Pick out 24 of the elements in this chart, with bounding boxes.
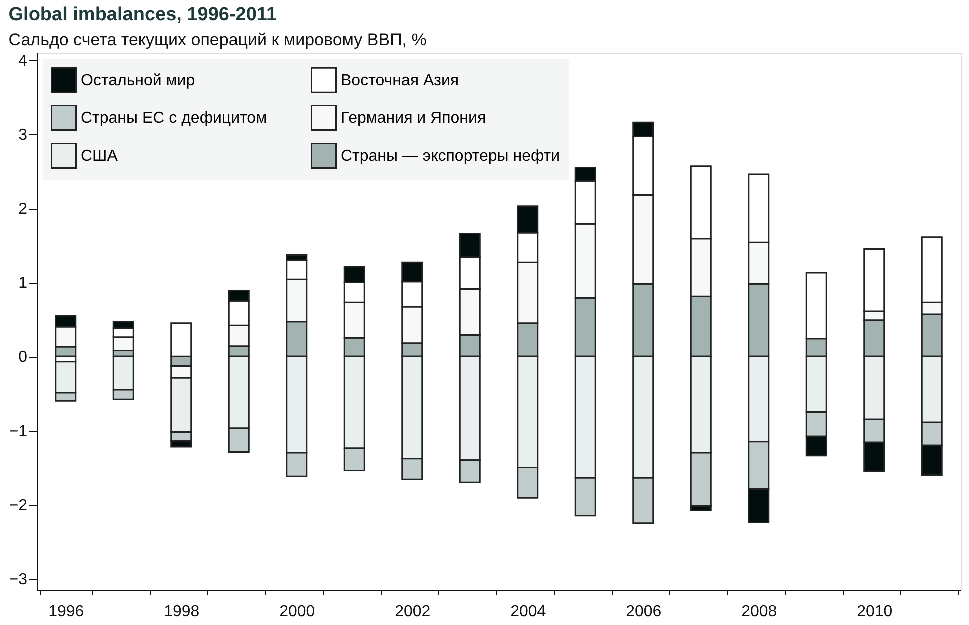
legend-label: Восточная Азия <box>341 72 460 90</box>
x-tick-label: 1998 <box>164 604 200 620</box>
legend-label: Германия и Япония <box>341 110 486 127</box>
x-tick-label: 2008 <box>742 604 778 620</box>
y-tick-label: −1 <box>9 423 28 440</box>
x-tick-label: 2004 <box>510 604 546 620</box>
y-tick-label: 1 <box>18 275 28 292</box>
y-tick-label: 0 <box>18 349 28 366</box>
chart-subtitle: Сальдо счета текущих операций к мировому ВВП, % <box>8 30 427 50</box>
y-tick-label: −2 <box>9 497 28 514</box>
legend-label: Остальной мир <box>81 72 196 90</box>
x-tick-label: 2002 <box>395 604 431 620</box>
y-tick-label: 2 <box>18 201 28 218</box>
legend-label: Страны ЕС с дефицитом <box>81 110 268 127</box>
y-tick-label: −3 <box>9 571 28 588</box>
legend-label: США <box>81 148 118 165</box>
y-tick-label: 3 <box>18 126 28 144</box>
chart-title: Global imbalances, 1996-2011 <box>8 4 278 26</box>
y-tick-label: 4 <box>18 52 28 70</box>
legend-label: Страны — экспортеры нефти <box>341 148 560 165</box>
x-tick-label: 1996 <box>48 604 84 620</box>
x-tick-label: 2010 <box>857 604 893 620</box>
x-tick-label: 2006 <box>626 604 662 620</box>
x-tick-label: 2000 <box>280 604 316 620</box>
